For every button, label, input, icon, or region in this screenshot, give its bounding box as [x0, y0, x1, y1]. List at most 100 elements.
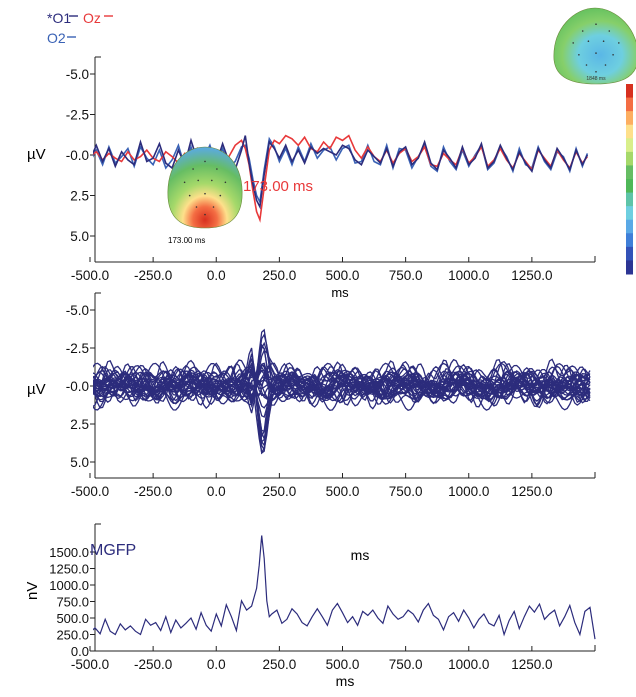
butterfly-trace [93, 376, 591, 405]
topomap-peak-label: 173.00 ms [168, 236, 205, 245]
color-scale-swatch [626, 179, 633, 194]
x-tick-label: 500.0 [326, 484, 360, 499]
topomap-small: 1848 ms [553, 7, 636, 85]
y-tick-label: -5.0 [66, 303, 89, 318]
color-scale-swatch [626, 233, 633, 248]
electrode-dot [618, 42, 620, 44]
electrode-dot [595, 71, 597, 73]
legend-oz: Oz [83, 10, 101, 26]
x-tick-label: 750.0 [389, 268, 423, 283]
x-tick-label: 0.0 [207, 484, 226, 499]
mgfp-plot: -500.0 -250.0 0.0 250.0 500.0 750.0 1000.0 1250… [24, 523, 596, 689]
electrode-dot [219, 194, 222, 197]
channel-plot-x-axis-label: ms [331, 285, 349, 300]
x-tick-label: -500.0 [71, 657, 109, 672]
electrode-dot [211, 179, 213, 182]
electrode-dot [602, 40, 605, 42]
x-tick-label: 1000.0 [448, 484, 489, 499]
mgfp-line [93, 535, 596, 640]
x-tick-label: -250.0 [134, 657, 172, 672]
butterfly-trace [93, 364, 591, 403]
x-tick-label: 1250.0 [511, 657, 552, 672]
y-tick-label: -5.0 [66, 67, 89, 82]
electrode-dot [581, 30, 584, 32]
butterfly-plot-ticks: -500.0 -250.0 0.0 250.0 500.0 750.0 1000.0 1250… [66, 303, 553, 499]
electrode-dot [587, 40, 590, 42]
x-tick-label: 250.0 [262, 268, 296, 283]
x-tick-label: -250.0 [134, 484, 172, 499]
x-tick-label: 1000.0 [448, 657, 489, 672]
butterfly-trace [93, 362, 591, 441]
mgfp-plot-axes [94, 523, 596, 652]
y-tick-label: -2.5 [66, 341, 89, 356]
color-scale-swatch [626, 192, 633, 207]
electrode-dot [604, 64, 607, 66]
mgfp-annotation: ms [351, 547, 370, 563]
x-tick-label: 0.0 [207, 657, 226, 672]
y-tick-label: 1500.0 [49, 545, 89, 560]
electrode-dot [204, 160, 206, 163]
legend-o1: *O1 [47, 10, 71, 26]
y-tick-label: 250.0 [56, 628, 89, 643]
y-tick-label: 1000.0 [49, 578, 89, 593]
channel-plot-ticks: -500.0 -250.0 0.0 250.0 500.0 750.0 1000.0 1250… [66, 67, 553, 283]
y-tick-label: 1250.0 [49, 562, 89, 577]
x-tick-label: 500.0 [326, 657, 360, 672]
electrode-dot [212, 206, 215, 208]
x-tick-label: 1000.0 [448, 268, 489, 283]
butterfly-trace [93, 341, 591, 399]
color-scale-swatch [626, 165, 633, 180]
color-scale-swatch [626, 97, 633, 112]
legend: *O1 Oz O2 [47, 10, 113, 46]
topomap-small-electrodes [572, 23, 620, 73]
butterfly-trace [93, 377, 591, 403]
color-scale-swatch [626, 84, 633, 99]
electrode-dot [224, 181, 227, 184]
butterfly-trace [93, 333, 591, 409]
color-scale-swatch [626, 219, 633, 234]
topomap-small-label: 1848 ms [586, 76, 606, 82]
x-tick-label: 0.0 [207, 268, 226, 283]
channel-plot: -500.0 -250.0 0.0 250.0 500.0 750.0 1000.0 1250… [27, 56, 596, 300]
channel-plot-axes [94, 56, 596, 263]
y-tick-label: 0.0 [71, 644, 89, 659]
butterfly-trace [93, 373, 591, 418]
electrode-dot [204, 213, 206, 216]
y-tick-label: 750.0 [56, 595, 89, 610]
butterfly-traces [93, 328, 591, 455]
topomap-small-head [553, 7, 636, 85]
electrode-dot [197, 179, 199, 182]
y-tick-label: 500.0 [56, 611, 89, 626]
electrode-dot [595, 23, 597, 26]
y-tick-label: -2.5 [66, 108, 89, 123]
x-tick-label: 500.0 [326, 268, 360, 283]
electrode-dot [188, 194, 191, 197]
electrode-dot [204, 192, 206, 195]
electrode-dot [585, 64, 588, 66]
topomap-peak: 173.00 ms [167, 146, 243, 245]
electrode-dot [572, 42, 574, 44]
topomap-peak-electrodes [183, 160, 227, 216]
butterfly-plot-y-axis-label: µV [27, 381, 46, 398]
y-tick-label: 5.0 [70, 229, 89, 244]
x-tick-label: -500.0 [71, 484, 109, 499]
color-scale-bar [626, 84, 633, 275]
series-o1-line [93, 135, 589, 210]
electrode-dot [612, 54, 614, 56]
color-scale-swatch [626, 260, 633, 275]
x-tick-label: 250.0 [262, 484, 296, 499]
electrode-dot [608, 30, 611, 32]
color-scale-swatch [626, 124, 633, 139]
color-scale-swatch [626, 111, 633, 126]
x-tick-label: 750.0 [389, 657, 423, 672]
butterfly-plot: -500.0 -250.0 0.0 250.0 500.0 750.0 1000.0 1250… [27, 292, 596, 499]
y-tick-label: 5.0 [70, 455, 89, 470]
y-tick-label: -0.0 [66, 379, 89, 394]
y-tick-label: 2.5 [70, 189, 89, 204]
topomap-peak-head [167, 146, 243, 229]
color-scale-swatch [626, 206, 633, 221]
x-tick-label: -500.0 [71, 268, 109, 283]
color-scale-swatch [626, 151, 633, 166]
